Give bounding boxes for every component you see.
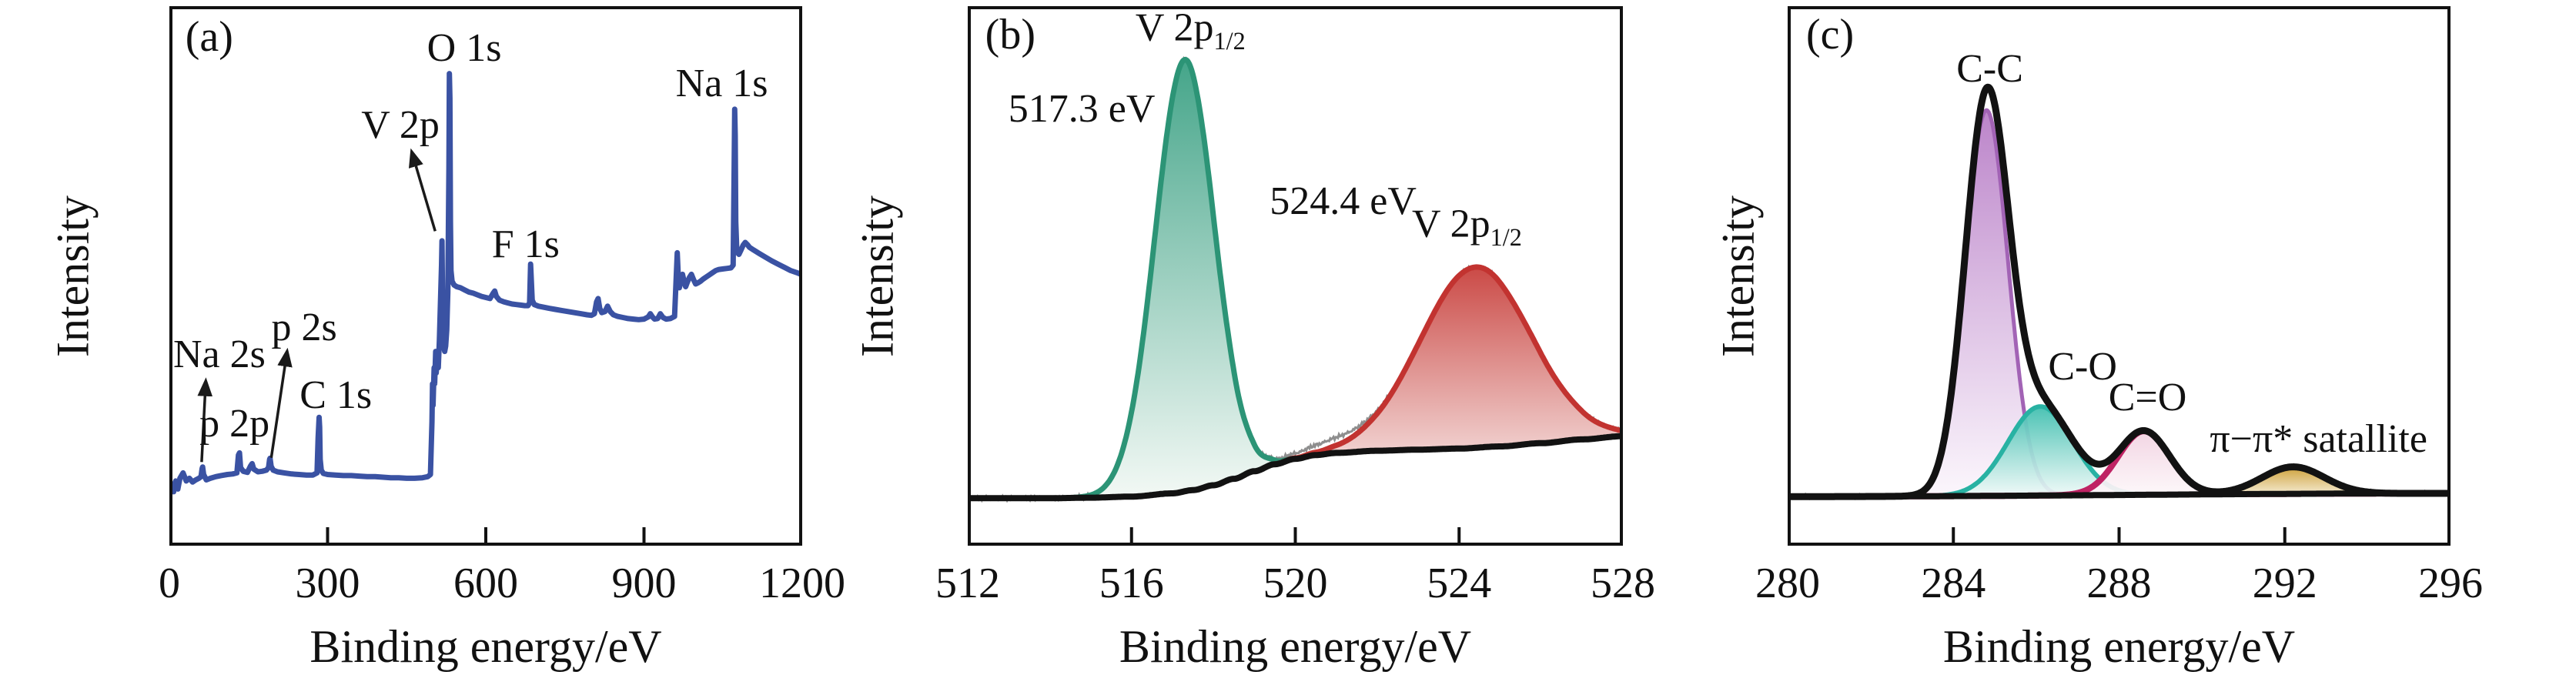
peak-curve-3 <box>1788 465 2451 499</box>
peak-annotation-a-8: C 1s <box>299 373 373 418</box>
baseline-curve <box>968 433 1623 502</box>
peak-curve-0 <box>1788 108 2451 499</box>
plot-frame <box>1788 6 2451 546</box>
peak-curve-0 <box>968 56 1623 501</box>
peak-annotation-a-1: O 1s <box>427 25 502 70</box>
x-tick-label-516: 516 <box>1099 560 1164 607</box>
peak-annotation-a-4: F 1s <box>491 222 560 266</box>
annotation-arrow-2 <box>408 148 437 232</box>
x-tick-label-296: 296 <box>2418 560 2483 607</box>
x-tick-label-300: 300 <box>295 560 360 607</box>
x-axis-label-b: Binding energy/eV <box>1119 621 1472 672</box>
x-tick-label-600: 600 <box>453 560 518 607</box>
peak-annotation-a-5: Na 2s <box>173 332 266 376</box>
survey-spectrum-plot-a <box>169 6 802 546</box>
y-axis-label-c: Intensity <box>1712 195 1764 357</box>
x-axis-label-c: Binding energy/eV <box>1942 621 2296 672</box>
peak-fill-0 <box>1788 110 2451 497</box>
x-tick-label-520: 520 <box>1263 560 1328 607</box>
peak-annotation-c-0: (c) <box>1806 11 1855 59</box>
peak-fill-1 <box>1788 406 2451 497</box>
x-tick-label-512: 512 <box>935 560 1000 607</box>
peak-annotation-a-6: p 2p <box>199 402 270 446</box>
peak-curve-2 <box>1788 428 2451 500</box>
peak-fill-3 <box>1788 466 2451 497</box>
x-tick-label-288: 288 <box>2086 560 2152 607</box>
peak-annotation-c-2: C-O <box>2048 344 2117 389</box>
plot-frame <box>968 6 1623 546</box>
survey-curve <box>169 71 802 500</box>
peak-fill-0 <box>968 59 1623 499</box>
raw-data-curve <box>968 55 1623 503</box>
peak-annotation-b-0: (b) <box>985 11 1035 59</box>
annotation-arrow-1 <box>269 347 293 458</box>
x-axis-label-a: Binding energy/eV <box>309 621 662 672</box>
c1s-spectrum-plot-c <box>1788 6 2451 546</box>
peak-annotation-b-4: 524.4 eV <box>1270 179 1417 223</box>
envelope-curve <box>1788 83 2451 500</box>
v2p-spectrum-plot-b <box>968 6 1623 546</box>
peak-annotation-b-3: V 2p1/2 <box>1412 202 1522 251</box>
plot-frame <box>169 6 802 546</box>
x-tick-label-524: 524 <box>1427 560 1492 607</box>
x-tick-label-280: 280 <box>1755 560 1820 607</box>
y-axis-label-a: Intensity <box>47 195 99 357</box>
x-tick-label-292: 292 <box>2252 560 2317 607</box>
peak-fill-2 <box>1788 431 2451 497</box>
x-tick-label-284: 284 <box>1921 560 1986 607</box>
baseline-curve <box>1788 490 2451 500</box>
peak-annotation-a-0: (a) <box>185 12 233 61</box>
peak-annotation-c-4: π−π* satallite <box>2210 416 2427 461</box>
x-tick-label-1200: 1200 <box>759 560 845 607</box>
peak-curve-1 <box>968 264 1623 501</box>
raw-data-curve <box>1788 85 2451 501</box>
peak-annotation-b-2: 517.3 eV <box>1008 86 1156 131</box>
peak-annotation-c-3: C=O <box>2108 375 2187 419</box>
peak-annotation-a-2: Na 1s <box>675 61 768 105</box>
x-tick-label-528: 528 <box>1591 560 1655 607</box>
y-axis-label-b: Intensity <box>851 195 903 357</box>
peak-annotation-a-3: V 2p <box>361 102 440 147</box>
peak-annotation-a-7: p 2s <box>271 305 337 349</box>
peak-fill-1 <box>968 266 1623 499</box>
x-tick-label-900: 900 <box>611 560 677 607</box>
peak-annotation-b-1: V 2p1/2 <box>1135 5 1246 55</box>
x-tick-label-0: 0 <box>159 560 180 607</box>
peak-annotation-c-1: C-C <box>1956 47 2023 92</box>
annotation-arrow-0 <box>197 377 213 463</box>
peak-curve-1 <box>1788 404 2451 500</box>
